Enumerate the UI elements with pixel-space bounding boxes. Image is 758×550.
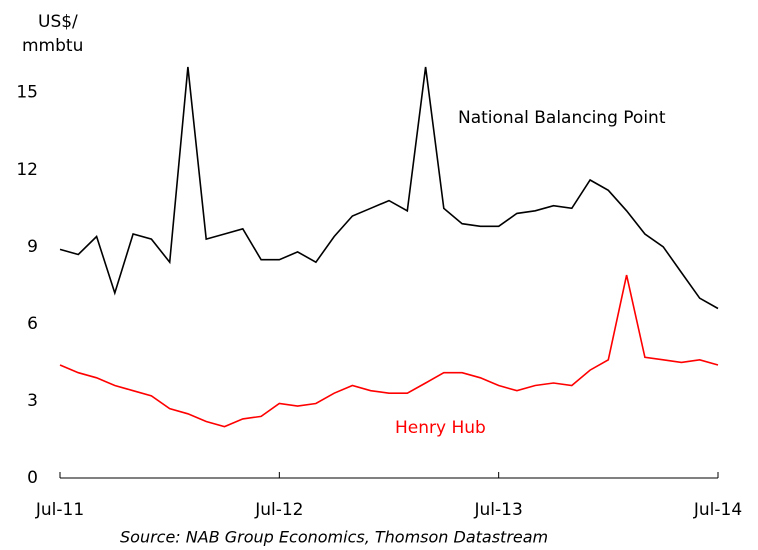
- y-axis-label: US$/: [38, 12, 78, 32]
- series-line: [59, 66, 719, 310]
- x-tick-label: Jul-12: [254, 500, 303, 520]
- series-line: [59, 274, 719, 428]
- y-tick-label: 3: [27, 391, 38, 411]
- source-note: Source: NAB Group Economics, Thomson Dat…: [120, 528, 548, 547]
- series-label: Henry Hub: [395, 418, 486, 438]
- y-tick-label: 6: [27, 314, 38, 334]
- y-tick-label: 15: [16, 83, 38, 103]
- y-tick-label: 0: [27, 468, 38, 488]
- x-tick-label: Jul-11: [35, 500, 84, 520]
- y-tick-label: 12: [16, 160, 38, 180]
- x-tick-label: Jul-13: [474, 500, 523, 520]
- y-axis-label: mmbtu: [22, 36, 83, 56]
- x-tick-label: Jul-14: [693, 500, 742, 520]
- y-tick-label: 9: [27, 237, 38, 257]
- series-label: National Balancing Point: [458, 108, 666, 128]
